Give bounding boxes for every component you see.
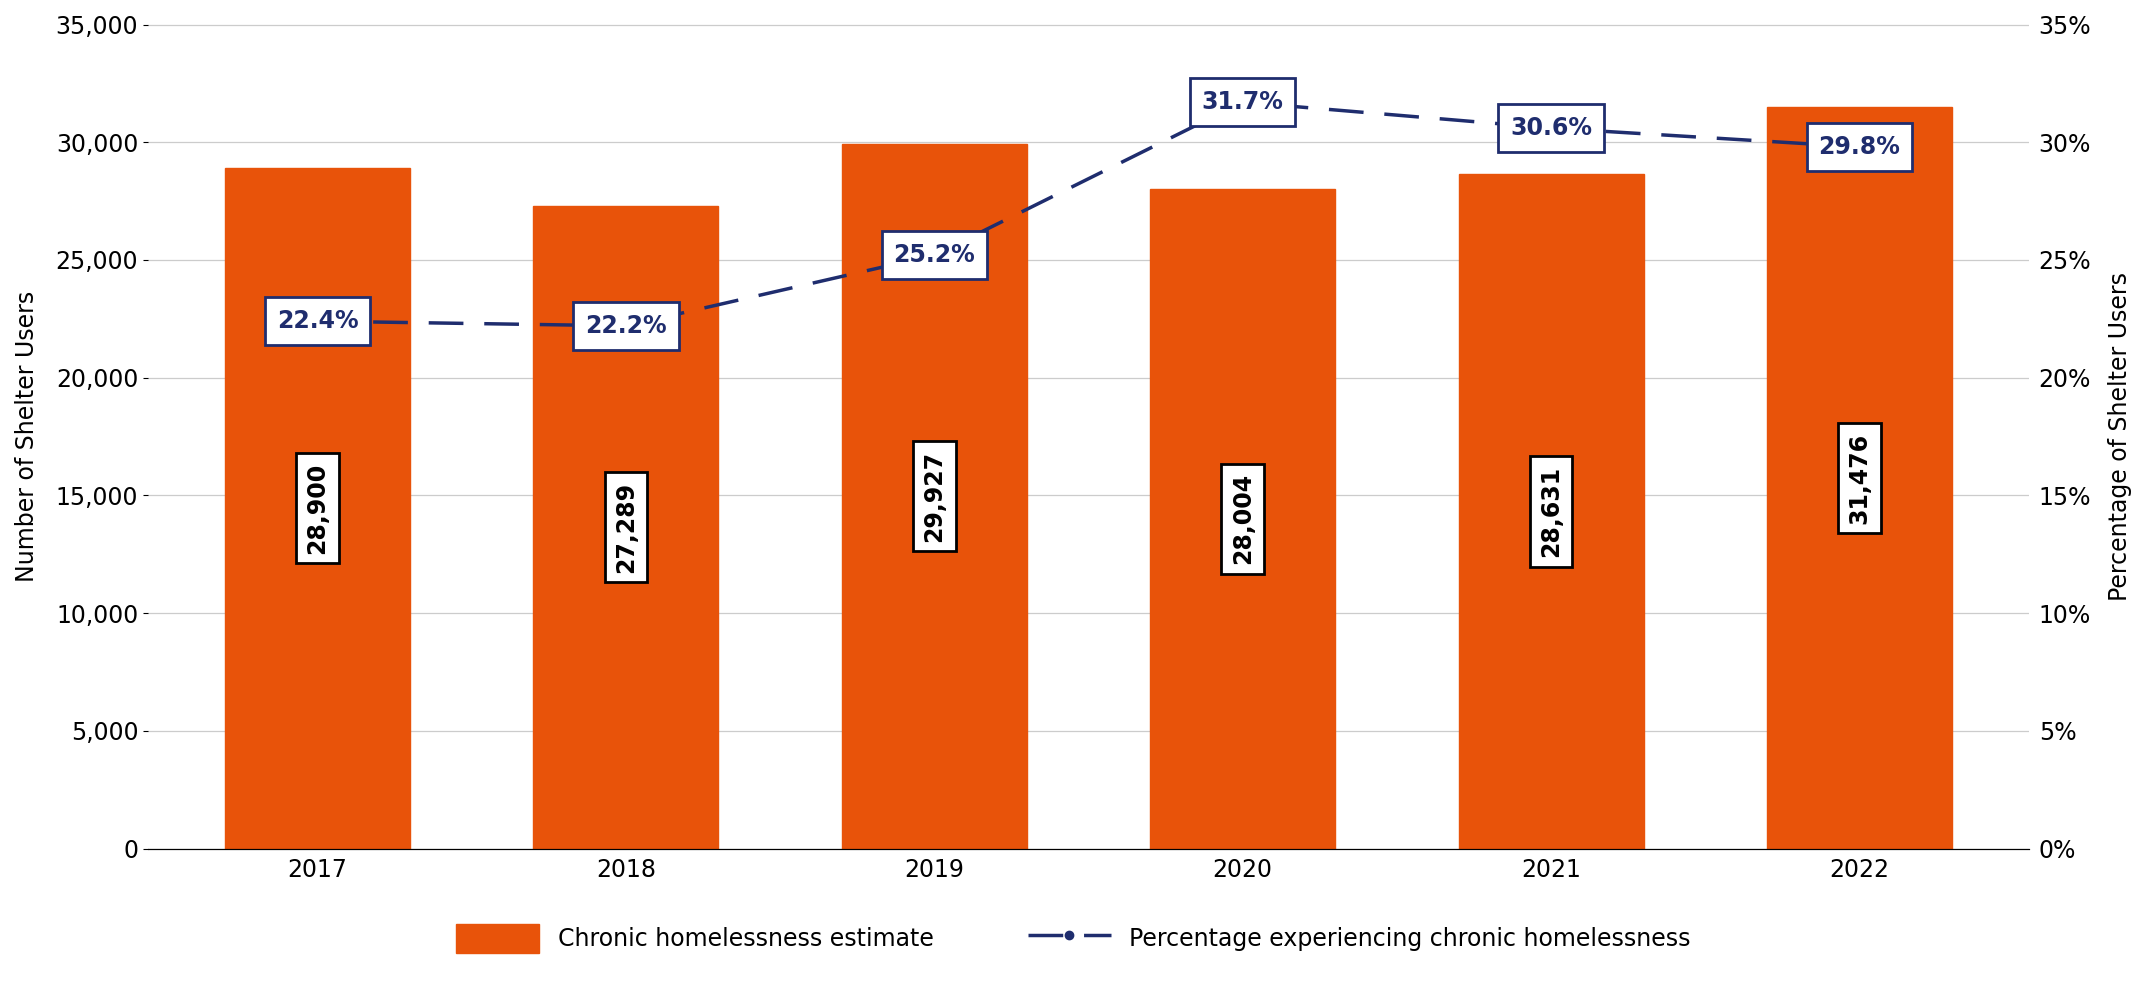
Y-axis label: Percentage of Shelter Users: Percentage of Shelter Users xyxy=(2108,272,2132,601)
Text: 27,289: 27,289 xyxy=(614,482,638,573)
Text: 28,900: 28,900 xyxy=(305,462,331,554)
Text: 25.2%: 25.2% xyxy=(893,244,975,267)
Text: 31,476: 31,476 xyxy=(1846,433,1872,524)
Bar xyxy=(225,169,410,849)
Text: 29,927: 29,927 xyxy=(923,451,947,541)
Bar xyxy=(1151,189,1335,849)
Bar xyxy=(1767,107,1952,849)
Text: 22.2%: 22.2% xyxy=(586,314,668,338)
Text: 31.7%: 31.7% xyxy=(1202,90,1284,114)
Bar xyxy=(532,206,719,849)
Bar xyxy=(1458,175,1645,849)
Text: 28,631: 28,631 xyxy=(1539,466,1563,557)
Bar xyxy=(842,144,1026,849)
Legend: Chronic homelessness estimate, Percentage experiencing chronic homelessness: Chronic homelessness estimate, Percentag… xyxy=(444,912,1703,964)
Text: 29.8%: 29.8% xyxy=(1819,135,1900,159)
Text: 22.4%: 22.4% xyxy=(277,310,359,333)
Text: 30.6%: 30.6% xyxy=(1509,116,1593,140)
Y-axis label: Number of Shelter Users: Number of Shelter Users xyxy=(15,291,39,582)
Text: 28,004: 28,004 xyxy=(1230,473,1254,564)
